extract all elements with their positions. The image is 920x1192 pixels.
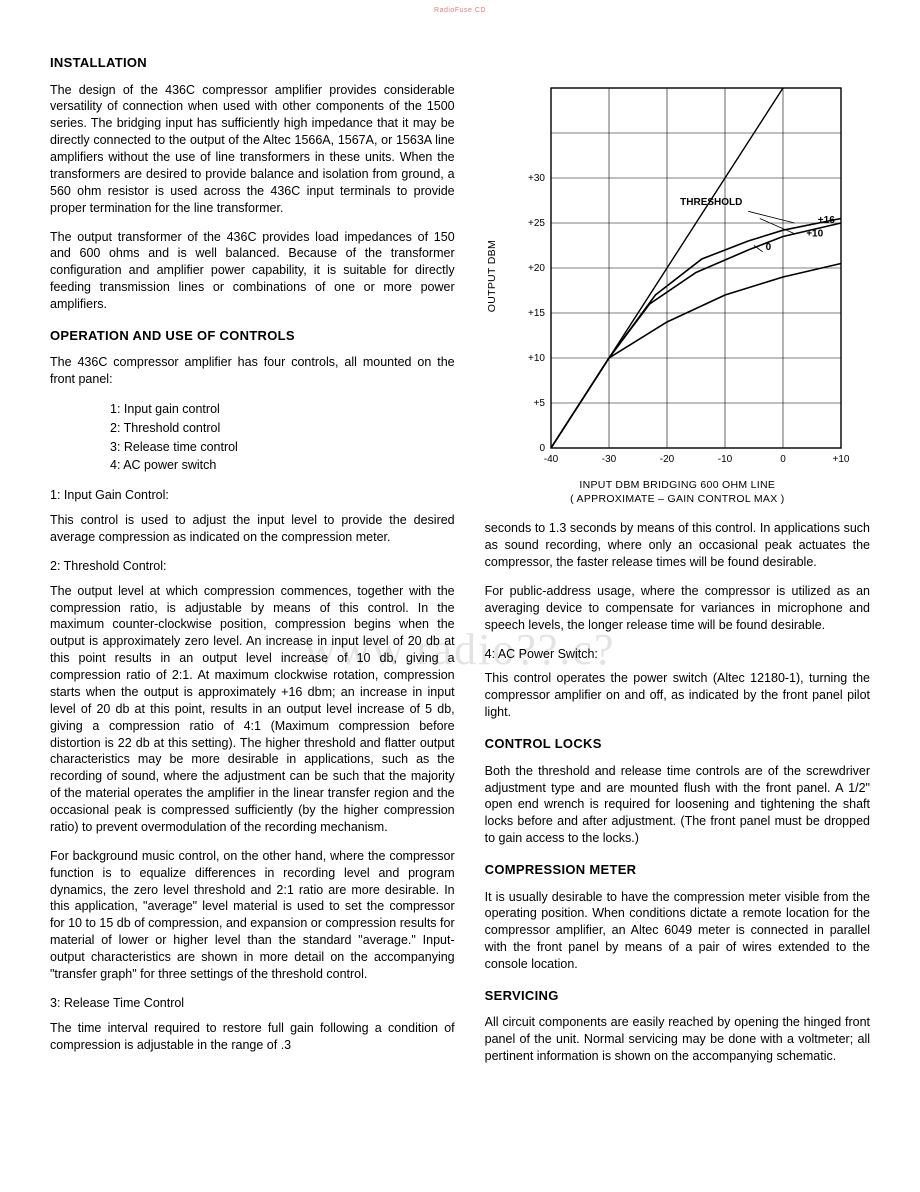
para: This control operates the power switch (… (485, 670, 870, 721)
para: The design of the 436C compressor amplif… (50, 82, 455, 217)
list-item: 4: AC power switch (110, 456, 455, 475)
svg-text:+20: +20 (528, 263, 545, 274)
svg-text:+5: +5 (533, 398, 545, 409)
chart-xlabel-1: INPUT DBM BRIDGING 600 OHM LINE (485, 478, 870, 492)
svg-text:-30: -30 (602, 454, 617, 465)
svg-text:+10: +10 (832, 454, 849, 465)
svg-text:-10: -10 (718, 454, 733, 465)
subhead-release-time: 3: Release Time Control (50, 995, 455, 1012)
para: The 436C compressor amplifier has four c… (50, 354, 455, 388)
subhead-threshold: 2: Threshold Control: (50, 558, 455, 575)
svg-text:+10: +10 (528, 353, 545, 364)
svg-text:-20: -20 (660, 454, 675, 465)
para: The output transformer of the 436C provi… (50, 229, 455, 313)
subhead-input-gain: 1: Input Gain Control: (50, 487, 455, 504)
svg-text:0: 0 (539, 443, 545, 454)
transfer-graph: OUTPUT DBM -40 -30 -20 -10 0 +10 0 +5 +10 +15 +20 +… (485, 80, 870, 506)
para: It is usually desirable to have the comp… (485, 889, 870, 973)
svg-text:0: 0 (780, 454, 786, 465)
heading-compression-meter: COMPRESSION METER (485, 861, 870, 879)
svg-text:0: 0 (765, 242, 771, 253)
left-column: INSTALLATION The design of the 436C comp… (50, 40, 455, 1077)
subhead-ac-power: 4: AC Power Switch: (485, 646, 870, 663)
para: Both the threshold and release time cont… (485, 763, 870, 847)
scan-stamp: RadioFuse CD (434, 6, 486, 15)
heading-installation: INSTALLATION (50, 54, 455, 72)
heading-servicing: SERVICING (485, 987, 870, 1005)
list-item: 1: Input gain control (110, 400, 455, 419)
para: All circuit components are easily reache… (485, 1014, 870, 1065)
heading-control-locks: CONTROL LOCKS (485, 735, 870, 753)
svg-text:+16: +16 (818, 215, 835, 226)
controls-list: 1: Input gain control 2: Threshold contr… (110, 400, 455, 475)
chart-ylabel: OUTPUT DBM (485, 240, 499, 312)
para: This control is used to adjust the input… (50, 512, 455, 546)
svg-text:+15: +15 (528, 308, 545, 319)
para: The time interval required to restore fu… (50, 1020, 455, 1054)
svg-text:THRESHOLD: THRESHOLD (680, 197, 742, 208)
svg-text:+30: +30 (528, 173, 545, 184)
right-column: OUTPUT DBM -40 -30 -20 -10 0 +10 0 +5 +10 +15 +20 +… (485, 40, 870, 1077)
svg-text:-40: -40 (544, 454, 559, 465)
svg-text:+10: +10 (806, 229, 823, 240)
para: The output level at which compression co… (50, 583, 455, 836)
para: For background music control, on the oth… (50, 848, 455, 983)
para: seconds to 1.3 seconds by means of this … (485, 520, 870, 571)
heading-operation: OPERATION AND USE OF CONTROLS (50, 327, 455, 345)
svg-text:+25: +25 (528, 218, 545, 229)
list-item: 3: Release time control (110, 438, 455, 457)
list-item: 2: Threshold control (110, 419, 455, 438)
chart-svg: -40 -30 -20 -10 0 +10 0 +5 +10 +15 +20 +25 +30 THRESH… (503, 80, 853, 472)
para: For public-address usage, where the comp… (485, 583, 870, 634)
chart-xlabel-2: ( APPROXIMATE – GAIN CONTROL MAX ) (485, 492, 870, 506)
